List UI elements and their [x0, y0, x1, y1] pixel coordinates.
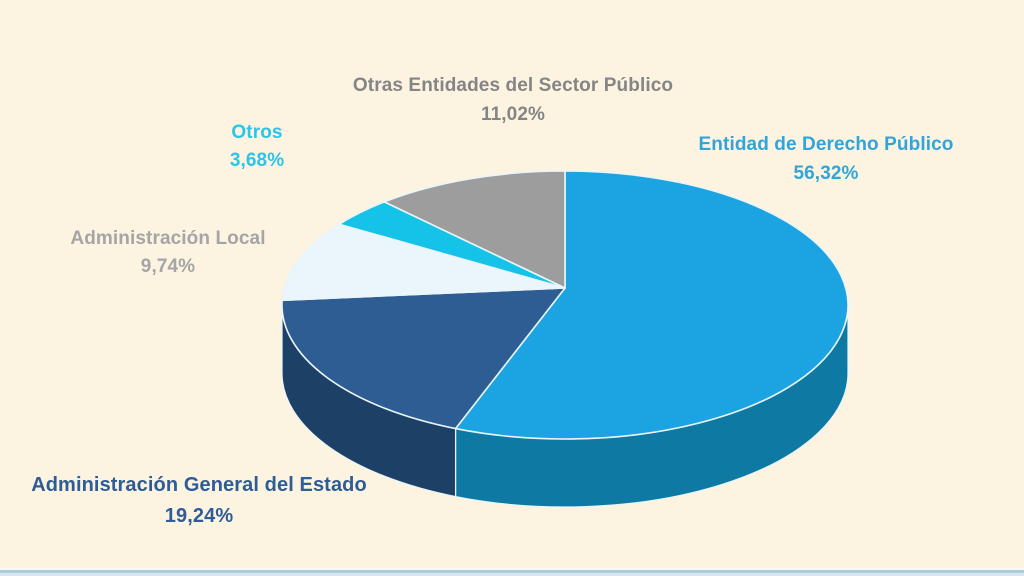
- slice-percent-text: 9,74%: [140, 256, 196, 277]
- bottom-border-mid-line: [0, 570, 1024, 573]
- slice-label-text: Otras Entidades del Sector Público: [352, 75, 674, 96]
- slice-percent-text: 11,02%: [481, 104, 545, 125]
- bottom-border-top-line: [0, 568, 1024, 570]
- pie-slice-entidad-de-derecho-publico: [454, 170, 849, 440]
- bottom-border-low-line: [0, 573, 1024, 576]
- label-administracion-local: Administración Local 9,74%: [70, 225, 265, 281]
- slide-bottom-border: [0, 568, 1024, 576]
- label-administracion-general-del-estado: Administración General del Estado 19,24%: [31, 470, 367, 532]
- slice-percent-text: 19,24%: [164, 505, 234, 527]
- slice-label-text: Administración General del Estado: [31, 474, 367, 496]
- pie-slice-administracion-general-del-estado: [281, 287, 566, 430]
- slice-label-text: Otros: [231, 122, 283, 143]
- pie-slice-administracion-local: [281, 223, 566, 302]
- label-otros: Otros 3,68%: [230, 119, 284, 175]
- slice-label-text: Administración Local: [70, 228, 266, 249]
- label-entidad-de-derecho-publico: Entidad de Derecho Público 56,32%: [699, 130, 954, 188]
- slice-percent-text: 3,68%: [229, 150, 285, 171]
- label-otras-entidades-del-sector-publico: Otras Entidades del Sector Público 11,02…: [353, 71, 673, 129]
- slice-label-text: Entidad de Derecho Público: [698, 134, 954, 155]
- slice-percent-text: 56,32%: [793, 163, 859, 184]
- pie-slice-otras-entidades-del-sector-publico: [383, 170, 566, 289]
